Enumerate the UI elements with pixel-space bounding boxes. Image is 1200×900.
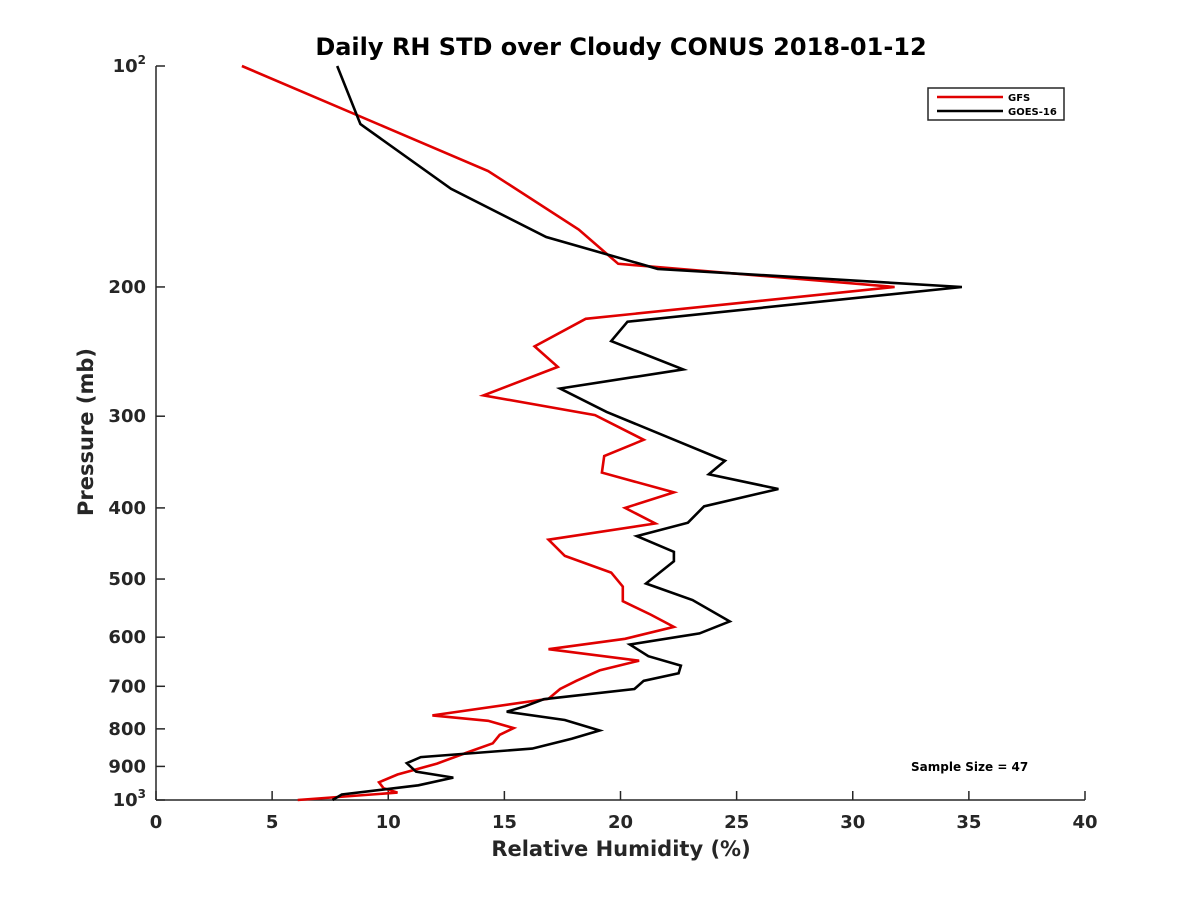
y-tick-label: 600 <box>108 627 146 648</box>
x-tick-label: 20 <box>608 812 633 833</box>
series-line-goes-16 <box>331 65 963 802</box>
y-tick-exponent: 2 <box>138 53 146 67</box>
x-axis-label: Relative Humidity (%) <box>491 837 750 861</box>
y-tick-label: 700 <box>108 676 146 697</box>
x-tick-label: 15 <box>492 812 517 833</box>
legend-box <box>927 87 1065 121</box>
y-tick-label: 300 <box>108 406 146 427</box>
series-lines <box>241 64 963 802</box>
y-tick-base: 10 <box>113 790 138 811</box>
legend-label: GFS <box>1008 93 1030 104</box>
legend-label: GOES-16 <box>1008 107 1057 118</box>
x-tick-label: 40 <box>1072 812 1097 833</box>
y-tick-label: 800 <box>108 719 146 740</box>
chart-title: Daily RH STD over Cloudy CONUS 2018-01-1… <box>315 33 926 61</box>
y-axis-label: Pressure (mb) <box>74 348 98 516</box>
y-tick-label: 500 <box>108 569 146 590</box>
x-tick-label: 0 <box>150 812 163 833</box>
axes: 0 5 10 15 20 25 30 35 40102200300400500600700800… <box>108 53 1097 833</box>
y-tick-base: 10 <box>113 56 138 77</box>
x-tick-label: 25 <box>724 812 749 833</box>
y-tick-label: 400 <box>108 498 146 519</box>
y-tick-exponent: 3 <box>138 787 146 801</box>
sample-size-annotation: Sample Size = 47 <box>911 760 1028 774</box>
x-tick-label: 30 <box>840 812 865 833</box>
x-tick-label: 35 <box>956 812 981 833</box>
y-tick-label: 900 <box>108 756 146 777</box>
y-tick-label: 103 <box>113 787 146 811</box>
x-tick-label: 10 <box>376 812 401 833</box>
y-tick-label: 102 <box>113 53 146 77</box>
legend: GFS GOES-16 <box>927 87 1065 121</box>
series-line-gfs <box>241 64 895 802</box>
y-tick-label: 200 <box>108 277 146 298</box>
x-tick-label: 5 <box>266 812 279 833</box>
